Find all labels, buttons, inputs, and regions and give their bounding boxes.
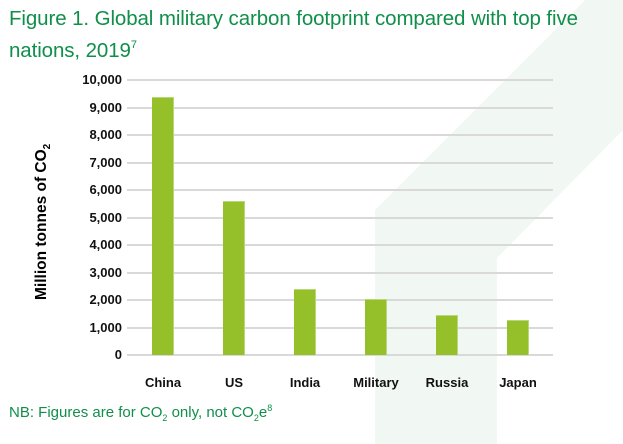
gridline xyxy=(127,326,553,329)
y-tick-label: 4,000 xyxy=(89,237,122,252)
y-tick-label: 6,000 xyxy=(89,182,122,197)
x-category-label: India xyxy=(289,375,321,390)
y-tick-label: 10,000 xyxy=(82,72,122,87)
x-category-label: Japan xyxy=(499,375,537,390)
gridline xyxy=(127,134,553,136)
y-axis-label-text: Million tonnes of CO xyxy=(33,149,50,300)
gridline xyxy=(127,161,553,164)
bar-military xyxy=(365,298,387,355)
gridline xyxy=(127,189,553,191)
x-category-label: US xyxy=(224,375,244,390)
gridline xyxy=(127,271,553,274)
bar-us xyxy=(223,201,245,355)
note-text-3: e xyxy=(258,404,268,421)
figure-title-text: Figure 1. Global military carbon footpri… xyxy=(9,7,578,62)
y-tick-label: 3,000 xyxy=(89,264,122,280)
gridline xyxy=(127,299,553,301)
y-axis-label: Million tonnes of CO2 xyxy=(33,144,53,300)
gridline xyxy=(127,216,553,219)
title-footnote-marker: 7 xyxy=(130,39,137,51)
note-text-1: NB: Figures are for CO xyxy=(9,404,163,421)
bar-india xyxy=(294,289,316,355)
footnote-note: NB: Figures are for CO2 only, not CO2e8 xyxy=(9,403,272,423)
y-tick-label: 0 xyxy=(114,347,122,362)
figure-title: Figure 1. Global military carbon footpri… xyxy=(9,6,619,64)
bar-china xyxy=(152,96,174,355)
gridline xyxy=(127,354,553,356)
y-tick-label: 2,000 xyxy=(89,292,122,307)
x-category-label: Russia xyxy=(425,375,469,390)
note-text-2: only, not CO xyxy=(167,404,254,421)
note-subscript-2: 2 xyxy=(253,413,259,423)
y-tick-label: 8,000 xyxy=(89,127,122,142)
gridline xyxy=(127,79,553,81)
note-footnote-marker: 8 xyxy=(267,403,273,413)
y-axis-label-subscript: 2 xyxy=(42,143,54,150)
x-category-label: China xyxy=(144,375,182,390)
y-tick-label: 5,000 xyxy=(89,209,122,225)
bar-japan xyxy=(507,320,529,355)
bar-russia xyxy=(436,315,458,355)
gridline xyxy=(127,106,553,109)
y-tick-label: 7,000 xyxy=(89,154,122,170)
x-category-label: Military xyxy=(353,375,399,390)
y-tick-label: 1,000 xyxy=(89,319,122,335)
note-subscript-1: 2 xyxy=(162,413,168,423)
y-tick-label: 9,000 xyxy=(89,99,122,115)
gridline xyxy=(127,244,553,246)
